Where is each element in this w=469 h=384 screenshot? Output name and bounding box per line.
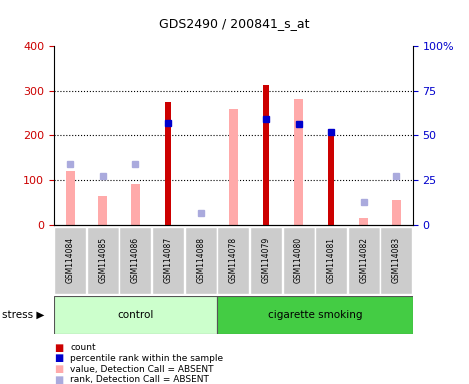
Bar <box>98 195 107 225</box>
Text: GSM114083: GSM114083 <box>392 237 401 283</box>
Bar <box>294 99 303 225</box>
FancyBboxPatch shape <box>348 227 380 294</box>
Bar <box>229 109 238 225</box>
Bar <box>359 218 368 225</box>
FancyBboxPatch shape <box>87 227 119 294</box>
Text: GDS2490 / 200841_s_at: GDS2490 / 200841_s_at <box>159 17 310 30</box>
Text: cigarette smoking: cigarette smoking <box>268 310 362 320</box>
FancyBboxPatch shape <box>54 296 217 334</box>
FancyBboxPatch shape <box>120 227 151 294</box>
FancyBboxPatch shape <box>217 296 413 334</box>
Text: GSM114084: GSM114084 <box>66 237 75 283</box>
FancyBboxPatch shape <box>54 227 86 294</box>
FancyBboxPatch shape <box>217 227 250 294</box>
Text: GSM114080: GSM114080 <box>294 237 303 283</box>
Text: ■: ■ <box>54 364 63 374</box>
Bar <box>131 184 140 225</box>
Text: stress ▶: stress ▶ <box>2 310 45 320</box>
Bar <box>392 200 401 225</box>
FancyBboxPatch shape <box>152 227 184 294</box>
FancyBboxPatch shape <box>380 227 412 294</box>
Bar <box>328 136 334 225</box>
Text: GSM114079: GSM114079 <box>261 237 271 283</box>
Text: value, Detection Call = ABSENT: value, Detection Call = ABSENT <box>70 364 214 374</box>
Bar <box>165 102 171 225</box>
Text: GSM114085: GSM114085 <box>98 237 107 283</box>
FancyBboxPatch shape <box>185 227 217 294</box>
Text: ■: ■ <box>54 343 63 353</box>
FancyBboxPatch shape <box>315 227 347 294</box>
FancyBboxPatch shape <box>283 227 315 294</box>
Text: GSM114078: GSM114078 <box>229 237 238 283</box>
Text: percentile rank within the sample: percentile rank within the sample <box>70 354 223 363</box>
Text: control: control <box>117 310 154 320</box>
Bar <box>66 171 75 225</box>
Text: GSM114088: GSM114088 <box>196 237 205 283</box>
Text: rank, Detection Call = ABSENT: rank, Detection Call = ABSENT <box>70 375 209 384</box>
Text: ■: ■ <box>54 353 63 363</box>
Text: GSM114087: GSM114087 <box>164 237 173 283</box>
Bar <box>263 85 269 225</box>
FancyBboxPatch shape <box>250 227 282 294</box>
Text: count: count <box>70 343 96 352</box>
Text: GSM114081: GSM114081 <box>327 237 336 283</box>
Text: GSM114086: GSM114086 <box>131 237 140 283</box>
Text: GSM114082: GSM114082 <box>359 237 368 283</box>
Text: ■: ■ <box>54 375 63 384</box>
